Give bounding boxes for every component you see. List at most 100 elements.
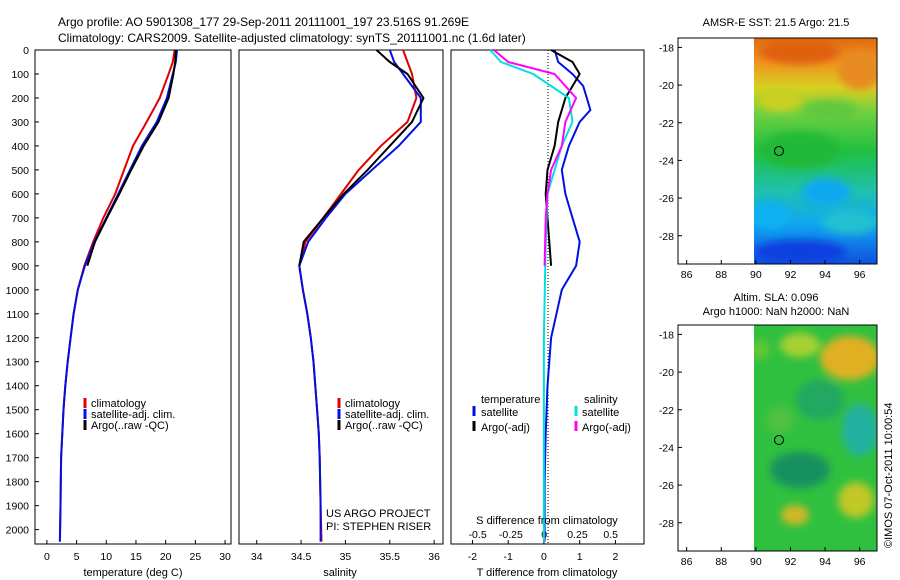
depth-tick-label: 1100 [6,309,29,321]
sst-cool-patch [802,178,850,206]
depth-tick-label: 1800 [6,477,30,489]
legend-temp-argo: Argo(-adj) [481,422,530,434]
temperature-lines [58,49,178,542]
series-line-temperature-satellite [543,49,592,542]
pi-label: PI: STEPHEN RISER [326,521,431,533]
depth-tick-label: 300 [11,117,29,129]
sla-map-subtitle: Argo h1000: NaN h2000: NaN [703,306,850,318]
map-y-tick-label: -26 [659,193,674,205]
sla-high-patch [820,336,877,380]
imos-stamp: ©IMOS 07-Oct-2011 10:00:54 [883,403,895,548]
x-tick-label: 2 [612,551,618,563]
title-line-1: Argo profile: AO 5901308_177 29-Sep-2011… [58,15,469,29]
x-tick-label: 0 [541,551,547,563]
map-x-tick-label: 96 [854,556,866,568]
sst-mid-patch [760,132,840,168]
series-line-satellite-adj-clim- [58,49,178,542]
legend-climatology: climatology [345,398,401,410]
sla-map-axes: -18 -20 -22 -24 -26 -28 86 88 90 92 94 96 [659,329,866,568]
map-x-tick-label: 88 [715,556,727,568]
map-y-tick-label: -22 [659,405,674,417]
map-y-tick-label: -20 [659,80,674,92]
sla-high-patch [781,505,809,525]
x-tick-label: 15 [130,551,142,563]
x-tick-label: 0 [44,551,50,563]
difference-lines [489,49,592,542]
temperature-panel: 0100200300400500600700800900100011001200… [6,45,232,579]
map-x-tick-label: 94 [819,556,831,568]
difference-panel: -2 -1 0 1 2-0.5 -0.25 0 0.25 0.5 S difference fr… [450,49,645,579]
difference-xlabel: T difference from climatology [477,567,618,579]
x-tick-label: 35 [340,551,352,563]
s-difference-label: S difference from climatology [476,515,618,527]
depth-tick-label: 1000 [6,285,30,297]
legend-temperature-title: temperature [481,394,540,406]
temperature-xlabel: temperature (deg C) [83,567,182,579]
salinity-panel: 34 34.5 35 35.5 36 salinity climatology sate… [238,49,444,579]
map-y-tick-label: -20 [659,367,674,379]
map-y-tick-label: -22 [659,118,674,130]
series-line-climatology [298,49,418,542]
x-tick-label: 35.5 [380,551,401,563]
x-tick-label: -1 [504,551,513,563]
map-x-tick-label: 86 [681,556,693,568]
salinity-x-axis: 34 34.5 35 35.5 36 [251,540,440,563]
sst-warm-patch [838,50,877,90]
map-x-tick-label: 88 [715,269,727,281]
legend-argo: Argo(..raw -QC) [91,420,169,432]
series-line-salinity-argo-adj- [493,49,578,266]
map-y-tick-label: -18 [659,42,674,54]
sla-mid-patch [754,340,770,360]
legend-salinity-title: salinity [584,394,618,406]
x2-tick-label: 0.25 [567,529,588,541]
map-x-tick-label: 96 [854,269,866,281]
depth-tick-label: 100 [11,69,29,81]
salinity-axes-box [238,49,444,545]
map-y-tick-label: -28 [659,518,674,530]
sla-high-patch [780,333,820,357]
x-tick-label: 34.5 [291,551,312,563]
sla-map: Altim. SLA: 0.096 Argo h1000: NaN h2000:… [659,292,878,568]
sst-cold-patch [754,240,846,264]
legend-argo: Argo(..raw -QC) [345,420,423,432]
x-tick-label: 34 [251,551,263,563]
map-x-tick-label: 92 [785,556,797,568]
depth-tick-label: 600 [11,189,29,201]
sla-low-patch [796,380,844,420]
x-tick-label: 20 [160,551,172,563]
argo-position-marker [774,146,784,156]
difference-x-axis: -2 -1 0 1 2-0.5 -0.25 0 0.25 0.5 [468,529,619,563]
map-y-tick-label: -24 [659,442,674,454]
depth-tick-label: 1600 [6,429,30,441]
legend-climatology: climatology [91,398,147,410]
depth-tick-label: 800 [11,237,29,249]
salinity-lines [298,49,425,542]
legend-satellite-adj: satellite-adj. clim. [91,409,175,421]
map-y-tick-label: -26 [659,480,674,492]
sla-high-patch [838,482,874,518]
legend-temp-satellite: satellite [481,407,518,419]
x-tick-label: 30 [219,551,231,563]
depth-tick-label: 1700 [6,453,30,465]
map-x-tick-label: 90 [750,269,762,281]
map-x-tick-label: 90 [750,556,762,568]
series-line-satellite-adj-clim- [298,49,422,542]
argo-position-marker [774,435,784,445]
x2-tick-label: -0.5 [469,529,487,541]
difference-legend: temperature satellite Argo(-adj) salinit… [472,394,631,434]
legend-satellite-adj: satellite-adj. clim. [345,409,429,421]
x2-tick-label: 0.5 [603,529,618,541]
x-tick-label: 10 [100,551,112,563]
map-y-tick-label: -24 [659,155,674,167]
series-line-argo-raw-qc- [86,49,177,267]
sst-cool-patch [754,201,790,229]
sst-warm-patch [760,40,840,64]
temperature-legend: climatology satellite-adj. clim. Argo(..… [83,398,175,432]
sst-map-axes: -18 -20 -22 -24 -26 -28 86 88 90 92 94 96 [659,42,866,281]
depth-tick-label: 400 [11,141,29,153]
temperature-x-axis: 0 5 10 15 20 25 30 [44,540,231,563]
map-y-tick-label: -28 [659,231,674,243]
sla-map-title: Altim. SLA: 0.096 [734,292,819,304]
x-tick-label: 1 [577,551,583,563]
